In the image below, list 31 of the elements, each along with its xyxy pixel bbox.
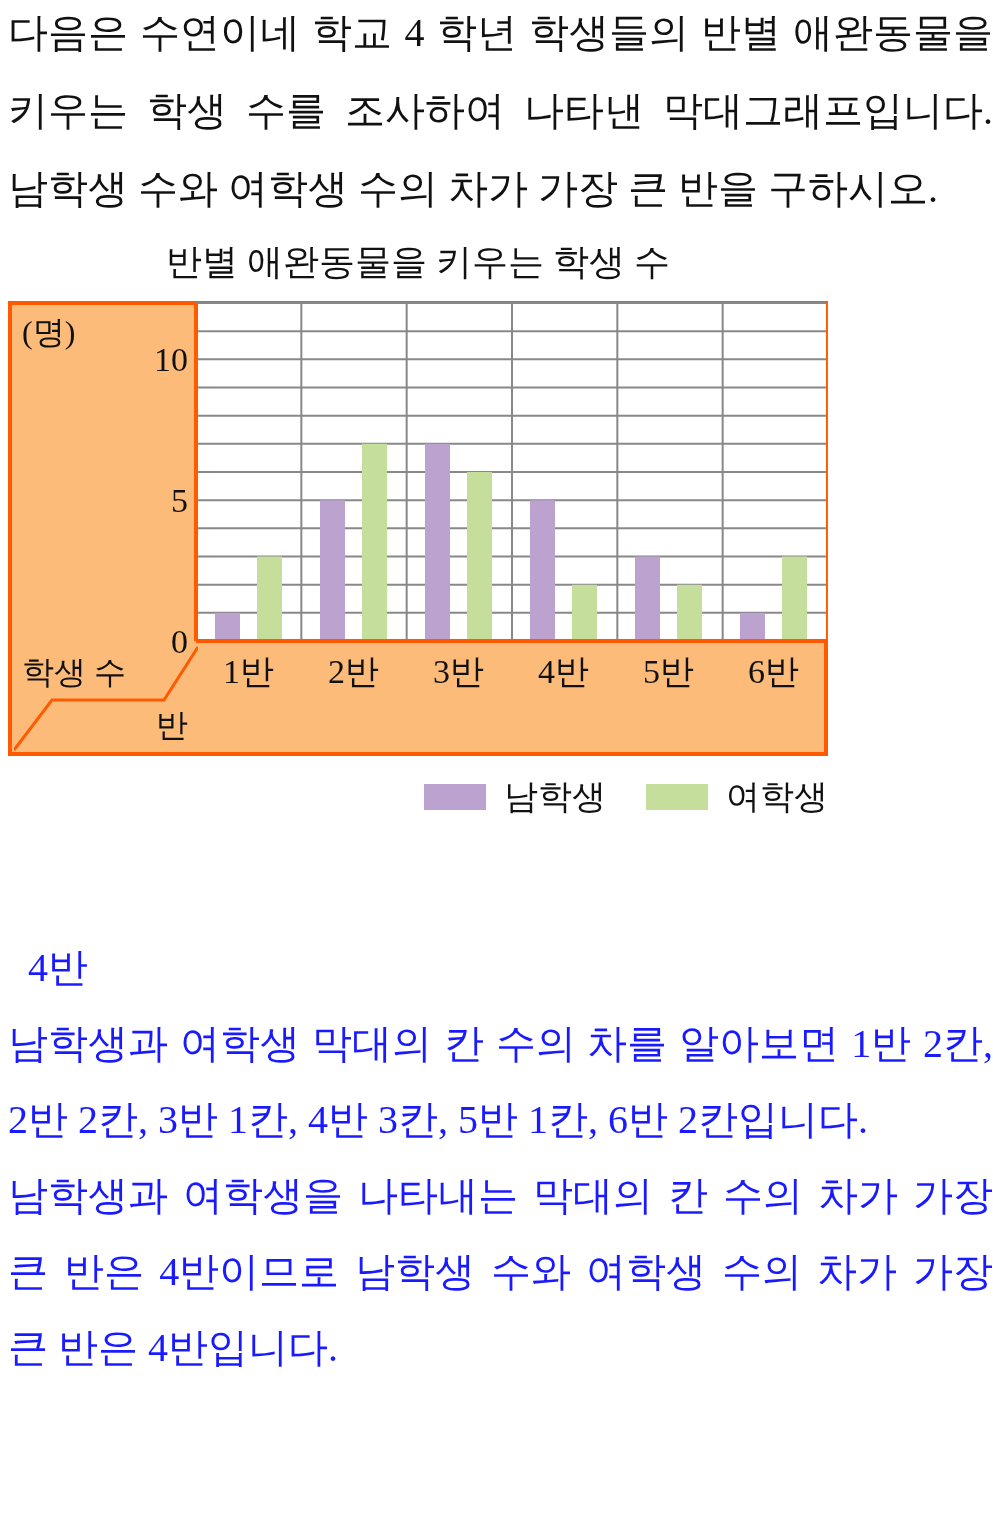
x-tick-label: 2반 (328, 653, 379, 691)
y-tick-label: 5 (171, 482, 188, 520)
text: 학생 수 (22, 653, 126, 692)
legend-label: 여학생 (726, 777, 828, 817)
bar (257, 556, 282, 641)
text: 남학생과 여학생 막대의 칸 수의 차를 알아보면 1반 2칸, 2반 2칸, 3반 1칸, 4반 3칸, 5반 1칸, 6반 2칸입니다. (8, 1020, 993, 1144)
bar (467, 472, 492, 641)
bar (320, 500, 345, 641)
bar (635, 556, 660, 641)
x-tick-label: 3반 (433, 653, 484, 691)
y-tick-label: 10 (154, 341, 188, 379)
bar (215, 612, 240, 641)
bar (677, 584, 702, 641)
x-axis-title: 반 (156, 706, 188, 745)
text: 4반 (27, 944, 89, 992)
y-tick-label: 0 (171, 623, 188, 661)
x-tick-label: 1반 (223, 653, 274, 691)
bar (425, 443, 450, 641)
bar (530, 500, 555, 641)
bar (740, 612, 765, 641)
bar (362, 443, 387, 641)
x-tick-label: 6반 (748, 653, 799, 691)
chart-title: 반별 애완동물을 키우는 학생 수 (165, 241, 671, 284)
bar (572, 584, 597, 641)
x-tick-label: 5반 (643, 653, 694, 691)
y-axis-title: (명) (22, 313, 76, 352)
text: 다음은 수연이네 학교 4 학년 학생들의 반별 애완동물을 키우는 학생 수를 조사하여 나타낸 막대그래프입니다. 남학생 수와 여학생 수의 차가 가장 큰 반을 구하시오. (8, 9, 993, 213)
text: 남학생과 여학생을 나타내는 막대의 칸 수의 차가 가장 큰 반은 4반이므로 남학생 수와 여학생 수의 차가 가장 큰 반은 4반입니다. (8, 1172, 993, 1372)
legend-label: 남학생 (504, 777, 606, 817)
bar (782, 556, 807, 641)
x-tick-label: 4반 (538, 653, 589, 691)
